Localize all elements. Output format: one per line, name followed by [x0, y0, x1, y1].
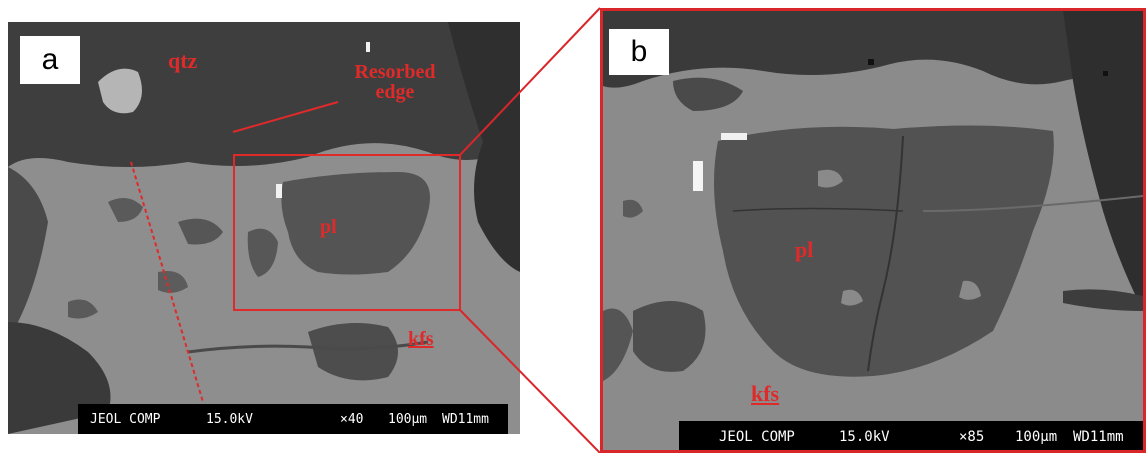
voltage-label: 15.0kV	[206, 411, 253, 427]
sem-info-bar-b: JEOL COMP 15.0kV ×85 100μm WD11mm	[679, 421, 1143, 450]
label-resorbed-edge: Resorbed edge	[354, 61, 436, 103]
panel-a-letter: a	[20, 36, 80, 84]
working-distance-label: WD11mm	[1073, 429, 1124, 445]
magnification-label: ×85	[959, 429, 985, 445]
label-kfs: kfs	[408, 328, 434, 350]
instrument-label: JEOL COMP	[719, 429, 795, 445]
panel-b-micrograph	[603, 11, 1143, 450]
scale-label: 100μm	[1015, 429, 1058, 445]
instrument-label: JEOL COMP	[90, 411, 161, 427]
label-qtz: qtz	[168, 48, 198, 73]
label-kfs-b: kfs	[751, 381, 780, 406]
magnification-label: ×40	[340, 411, 364, 427]
label-pl-b: pl	[795, 237, 814, 262]
panel-a-sem-image: a qtz Resorbed edge pl kfs JEOL COMP 15.…	[8, 22, 520, 434]
working-distance-label: WD11mm	[442, 411, 489, 427]
label-pl: pl	[320, 216, 337, 238]
scale-label: 100μm	[388, 411, 428, 427]
panel-b-sem-image: b pl kfs JEOL COMP 15.0kV ×85 100μm WD11…	[600, 8, 1146, 453]
sem-info-bar-a: JEOL COMP 15.0kV ×40 100μm WD11mm	[78, 404, 508, 434]
panel-b-letter: b	[609, 29, 669, 75]
voltage-label: 15.0kV	[839, 429, 890, 445]
